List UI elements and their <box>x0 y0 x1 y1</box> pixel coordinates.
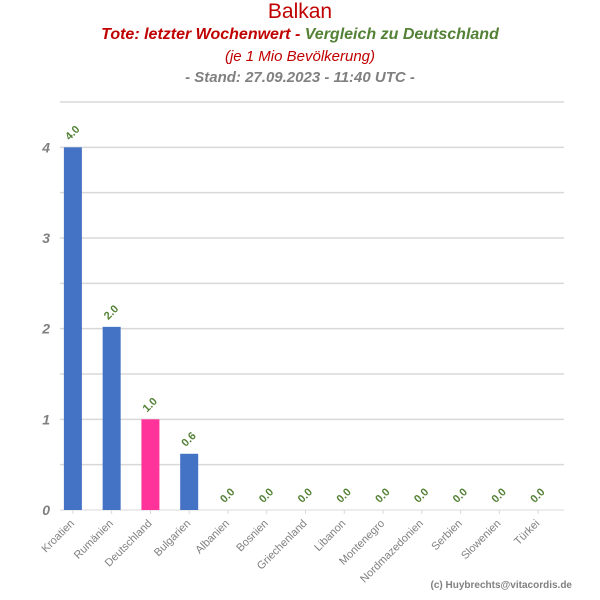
x-tick-label: Kroatien <box>40 518 77 555</box>
chart-unit-note: (je 1 Mio Bevölkerung) <box>224 48 376 65</box>
y-tick-label: 3 <box>42 230 50 246</box>
data-label: 0.0 <box>257 486 276 505</box>
x-tick-label: Türkei <box>512 518 542 548</box>
data-label: 0.0 <box>218 486 237 505</box>
chart-subtitle: Tote: letzter Wochenwert - Vergleich zu … <box>0 24 600 46</box>
data-label: 0.0 <box>412 486 431 505</box>
bar <box>102 326 121 510</box>
y-tick-label: 0 <box>42 502 50 518</box>
subtitle-deaths: Tote: letzter Wochenwert - <box>101 26 305 43</box>
data-label: 2.0 <box>102 303 121 322</box>
data-label: 0.0 <box>334 486 353 505</box>
bar <box>63 147 82 511</box>
data-label: 0.0 <box>373 486 392 505</box>
data-label: 0.0 <box>296 486 315 505</box>
x-tick-label: Bulgarien <box>152 518 193 559</box>
x-tick-label: Albanien <box>193 518 232 557</box>
data-label: 0.6 <box>179 430 198 449</box>
data-label: 0.0 <box>451 486 470 505</box>
y-tick-label: 2 <box>41 321 50 337</box>
data-label: 1.0 <box>141 396 160 415</box>
bar <box>141 419 160 510</box>
y-tick-label: 1 <box>42 411 50 427</box>
data-label: 0.0 <box>490 486 509 505</box>
x-tick-label: Libanon <box>312 518 348 554</box>
y-tick-label: 4 <box>41 139 50 155</box>
x-tick-label: Slowenien <box>459 518 503 562</box>
bar <box>180 453 199 510</box>
data-label: 0.0 <box>528 486 547 505</box>
chart-timestamp: - Stand: 27.09.2023 - 11:40 UTC - <box>185 69 415 86</box>
x-tick-label: Serbien <box>429 518 464 553</box>
subtitle-comparison: Vergleich zu Deutschland <box>304 26 499 43</box>
x-tick-label: Bosnien <box>234 518 271 555</box>
data-label: 4.0 <box>63 124 82 143</box>
chart-title: Balkan <box>267 0 333 23</box>
copyright-credit: (c) Huybrechts@vitacordis.de <box>430 580 572 591</box>
